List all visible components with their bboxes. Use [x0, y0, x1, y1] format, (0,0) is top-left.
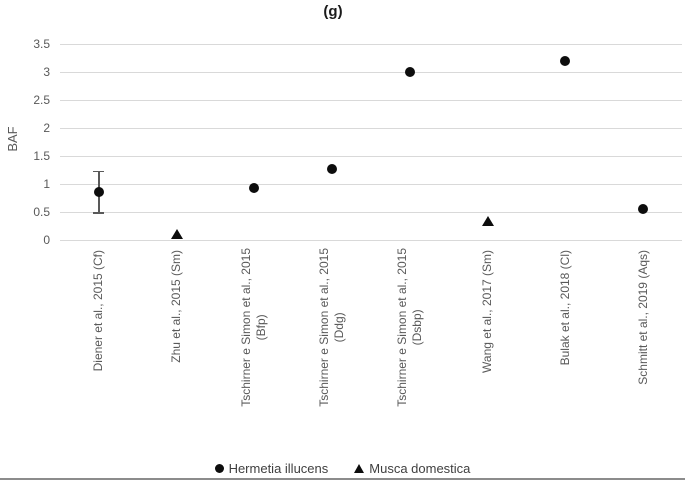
- legend-item: Hermetia illucens: [214, 461, 329, 476]
- gridline: [60, 212, 682, 213]
- y-tick-label: 0.5: [33, 205, 50, 219]
- figure-bottom-border: [0, 478, 685, 480]
- x-axis-label: Tschirner e Simon et al., 2015 (Dsbp): [394, 248, 424, 407]
- y-tick-label: 3.5: [33, 37, 50, 51]
- x-axis-label: Diener et al., 2015 (Cf): [91, 250, 106, 372]
- x-axis-label: Zhu et al., 2015 (Sm): [169, 250, 184, 363]
- error-bar-cap: [93, 212, 105, 214]
- gridline: [60, 72, 682, 73]
- error-bar-cap: [93, 170, 105, 173]
- x-axis-label: Tschirner e Simon et al., 2015 (Bfp): [239, 248, 269, 407]
- data-point-circle: [560, 55, 571, 66]
- data-point-circle: [327, 164, 338, 175]
- legend: Hermetia illucens Musca domestica: [0, 461, 685, 476]
- gridline: [60, 240, 682, 241]
- x-axis-label: Tschirner e Simon et al., 2015 (Ddg): [317, 248, 347, 407]
- data-point-triangle: [481, 215, 494, 226]
- legend-label: Hermetia illucens: [228, 461, 329, 476]
- legend-item: Musca domestica: [354, 461, 470, 476]
- x-axis-label: Wang et al., 2017 (Sm): [480, 250, 495, 373]
- circle-marker-icon: [214, 464, 224, 473]
- data-point-circle: [404, 67, 415, 77]
- y-tick-label: 1.5: [33, 149, 50, 163]
- gridline: [60, 156, 682, 157]
- gridline: [60, 44, 682, 45]
- gridline: [60, 128, 682, 129]
- data-point-triangle: [170, 229, 183, 240]
- gridline: [60, 100, 682, 101]
- y-tick-label: 3: [43, 65, 50, 79]
- y-tick-label: 0: [43, 233, 50, 247]
- chart-title: (g): [323, 3, 343, 20]
- data-point-circle: [638, 204, 649, 215]
- y-tick-label: 1: [43, 177, 50, 191]
- x-axis-label: Bulak et al., 2018 (Cl): [557, 250, 572, 366]
- gridline: [60, 184, 682, 185]
- data-point-circle: [93, 187, 104, 198]
- y-tick-label: 2: [43, 121, 50, 135]
- x-axis-label: Schmitt et al., 2019 (Aqs): [635, 250, 650, 385]
- triangle-marker-icon: [354, 464, 365, 473]
- legend-label: Musca domestica: [369, 461, 471, 476]
- y-tick-label: 2.5: [33, 93, 50, 107]
- data-point-circle: [249, 182, 260, 193]
